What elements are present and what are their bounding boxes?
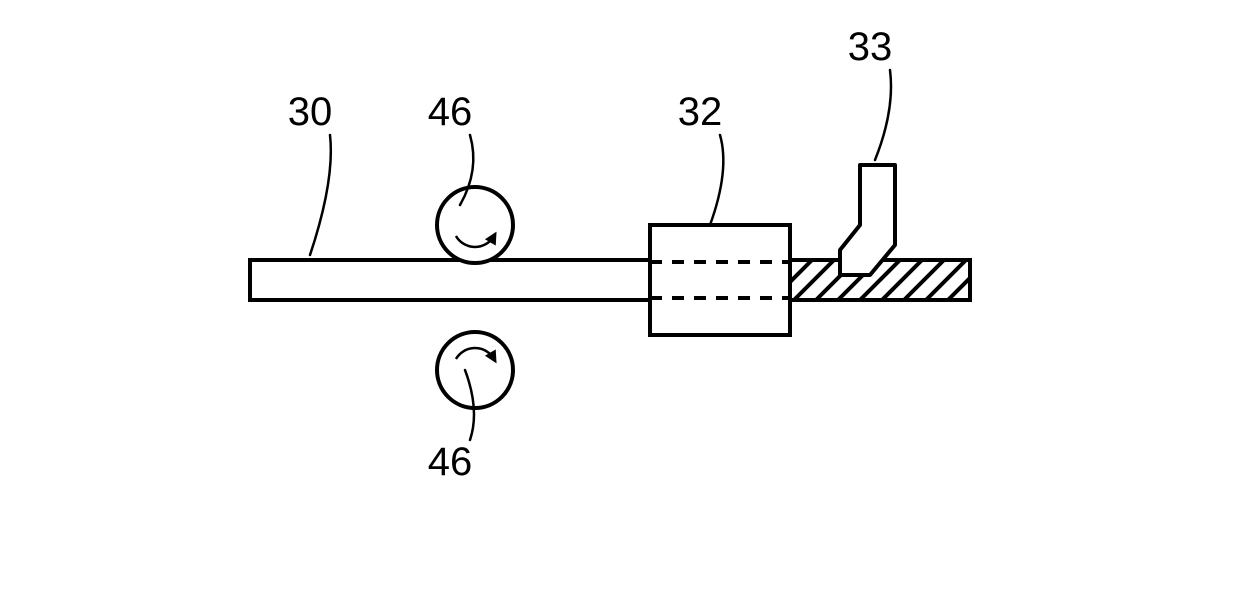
roller-bottom [437,332,513,408]
roller-top [437,187,513,263]
label-30: 30 [288,90,333,134]
label-46-bottom: 46 [428,440,473,484]
label-33: 33 [848,25,893,69]
input-bar [250,260,650,300]
label-46-top: 46 [428,90,473,134]
die-block [650,225,790,335]
leader-32 [710,135,723,225]
leader-30 [310,135,331,255]
label-32: 32 [678,90,723,134]
extruded-section [750,260,1032,300]
leader-33 [875,70,891,160]
